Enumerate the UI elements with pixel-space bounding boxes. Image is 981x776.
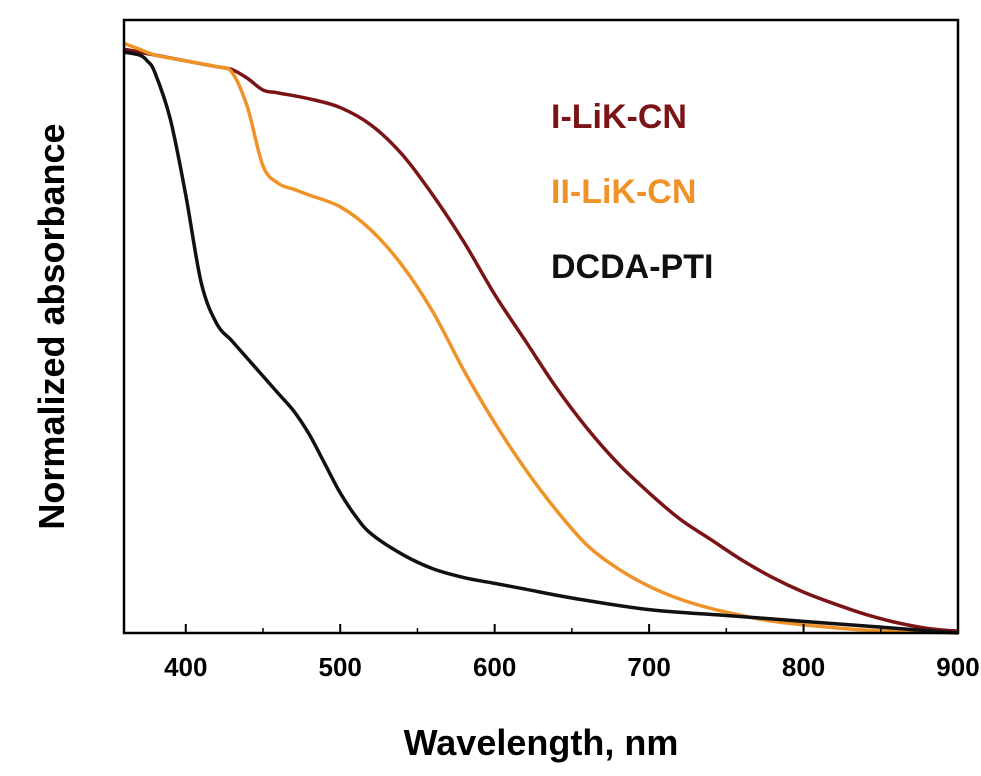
x-tick-label: 500	[319, 652, 362, 682]
x-tick-label: 400	[164, 652, 207, 682]
x-axis-title: Wavelength, nm	[404, 722, 679, 763]
series-line-ii-lik-cn	[123, 41, 959, 635]
series-line-i-lik-cn	[123, 47, 959, 633]
x-tick-label: 900	[936, 652, 979, 682]
series-line-dcda-pti	[123, 50, 959, 635]
y-axis-title: Normalized absorbance	[31, 123, 72, 529]
legend: I-LiK-CN II-LiK-CN DCDA-PTI	[551, 98, 713, 286]
x-tick-label: 600	[473, 652, 516, 682]
plot-frame	[122, 18, 960, 635]
x-axis-ticks: 400 500 600 700 800 900	[164, 624, 980, 682]
x-tick-label: 800	[782, 652, 825, 682]
x-tick-label: 700	[627, 652, 670, 682]
series-layer	[123, 41, 959, 635]
legend-label-dcda-pti: DCDA-PTI	[551, 248, 713, 286]
legend-label-i-lik-cn: I-LiK-CN	[551, 98, 687, 136]
legend-label-ii-lik-cn: II-LiK-CN	[551, 173, 696, 211]
